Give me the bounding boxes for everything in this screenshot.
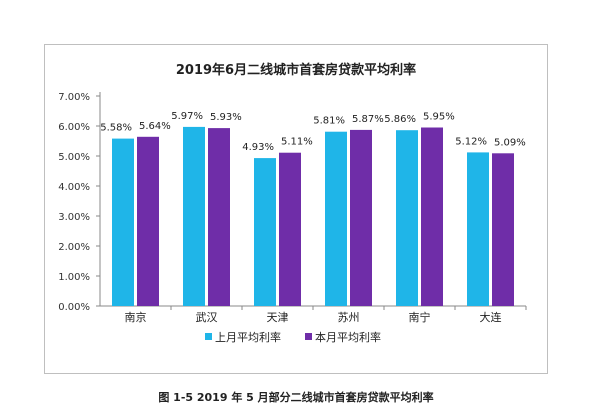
y-tick-label: 2.00% — [58, 242, 90, 253]
legend-swatch — [305, 333, 312, 340]
x-tick-label: 南京 — [125, 310, 147, 324]
y-tick-label: 1.00% — [58, 272, 90, 283]
chart-title: 2019年6月二线城市首套房贷款平均利率 — [176, 62, 416, 78]
figure-caption: 图 1-5 2019 年 5 月部分二线城市首套房贷款平均利率 — [158, 391, 434, 404]
bar-this-month — [137, 136, 159, 306]
y-tick-label: 4.00% — [58, 182, 90, 193]
y-tick-label: 3.00% — [58, 212, 90, 223]
x-tick-label: 大连 — [480, 310, 502, 324]
bar-this-month — [279, 152, 301, 306]
chart-frame: 2019年6月二线城市首套房贷款平均利率 0.00% 1.00% 2.00% 3.00%… — [44, 44, 548, 374]
data-label: 5.11% — [281, 137, 313, 148]
legend-label: 上月平均利率 — [215, 330, 281, 344]
y-tick-label: 0.00% — [58, 302, 90, 313]
y-tick-label: 6.00% — [58, 122, 90, 133]
bar-last-month — [396, 130, 418, 306]
x-tick-label: 南宁 — [409, 310, 431, 324]
data-label: 5.93% — [210, 112, 242, 123]
bar-this-month — [421, 127, 443, 306]
data-label: 5.81% — [313, 116, 345, 127]
y-tick-label: 7.00% — [58, 92, 90, 103]
legend-label: 本月平均利率 — [315, 330, 381, 344]
data-label: 5.58% — [100, 123, 132, 134]
data-label: 5.95% — [423, 112, 455, 123]
bar-chart: 2019年6月二线城市首套房贷款平均利率 0.00% 1.00% 2.00% 3.00%… — [58, 62, 527, 344]
data-label: 4.93% — [242, 142, 274, 153]
bar-this-month — [492, 153, 514, 306]
data-label: 5.86% — [384, 114, 416, 125]
x-tick-label: 苏州 — [338, 311, 360, 324]
x-tick-label: 武汉 — [196, 311, 218, 324]
legend-swatch — [205, 333, 212, 340]
x-tick-label: 天津 — [267, 311, 289, 324]
data-label: 5.09% — [494, 137, 526, 148]
bar-last-month — [325, 131, 347, 306]
data-label: 5.12% — [455, 136, 487, 147]
bar-this-month — [208, 128, 230, 306]
data-label: 5.64% — [139, 121, 171, 132]
data-label: 5.87% — [352, 114, 384, 125]
bar-last-month — [183, 126, 205, 307]
data-label: 5.97% — [171, 111, 203, 122]
bar-last-month — [467, 152, 489, 306]
bar-last-month — [112, 138, 134, 306]
bar-last-month — [254, 158, 276, 306]
y-tick-label: 5.00% — [58, 152, 90, 163]
bar-this-month — [350, 129, 372, 306]
